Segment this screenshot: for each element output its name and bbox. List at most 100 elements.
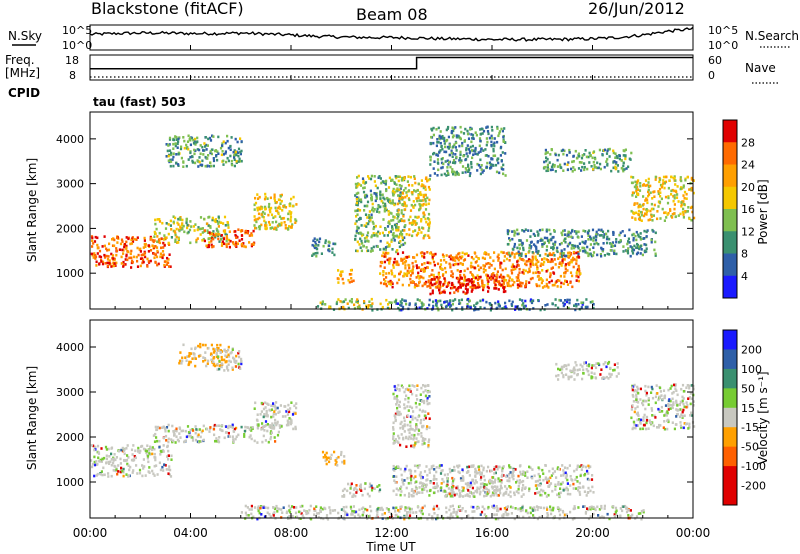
heatmap-cell	[582, 249, 585, 253]
heatmap-cell	[517, 491, 520, 495]
heatmap-cell	[580, 161, 583, 164]
heatmap-cell	[528, 260, 531, 263]
heatmap-cell	[409, 390, 412, 393]
heatmap-cell	[510, 265, 513, 269]
heatmap-cell	[440, 267, 443, 271]
heatmap-cell	[409, 405, 412, 408]
heatmap-cell	[428, 390, 431, 394]
heatmap-cell	[424, 193, 427, 197]
heatmap-cell	[217, 347, 220, 350]
heatmap-cell	[355, 198, 358, 201]
heatmap-cell	[588, 252, 591, 256]
heatmap-cell	[493, 287, 496, 290]
heatmap-cell	[224, 354, 227, 357]
heatmap-cell	[181, 356, 184, 360]
heatmap-cell	[539, 239, 542, 242]
heatmap-cell	[177, 137, 180, 141]
heatmap-cell	[350, 280, 353, 283]
heatmap-cell	[168, 253, 171, 256]
heatmap-cell	[170, 454, 173, 458]
heatmap-cell	[228, 359, 231, 363]
heatmap-cell	[436, 161, 439, 164]
heatmap-cell	[554, 483, 557, 487]
heatmap-cell	[446, 169, 449, 173]
heatmap-cell	[556, 279, 559, 282]
heatmap-cell	[425, 220, 428, 224]
heatmap-cell	[414, 181, 417, 185]
heatmap-cell	[515, 252, 518, 255]
heatmap-cell	[347, 306, 350, 310]
heatmap-cell	[632, 232, 635, 236]
heatmap-cell	[679, 212, 682, 216]
colorbar-swatch	[723, 120, 737, 143]
heatmap-cell	[481, 284, 484, 288]
heatmap-cell	[554, 304, 557, 307]
heatmap-cell	[399, 412, 402, 416]
heatmap-cell	[401, 425, 404, 428]
heatmap-cell	[606, 149, 609, 153]
heatmap-cell	[546, 254, 549, 257]
heatmap-cell	[478, 277, 481, 280]
heatmap-cell	[652, 424, 655, 428]
heatmap-cell	[612, 244, 615, 248]
heatmap-cell	[91, 465, 94, 469]
heatmap-cell	[424, 485, 428, 489]
heatmap-cell	[568, 464, 571, 467]
heatmap-cell	[493, 485, 497, 488]
heatmap-cell	[183, 139, 186, 143]
heatmap-cell	[388, 271, 391, 275]
heatmap-cell	[269, 437, 272, 441]
heatmap-cell	[93, 448, 96, 452]
heatmap-cell	[504, 485, 507, 488]
heatmap-cell	[370, 247, 373, 250]
heatmap-cell	[582, 464, 585, 468]
heatmap-cell	[632, 238, 635, 242]
heatmap-cell	[401, 386, 404, 389]
heatmap-cell	[380, 181, 383, 185]
heatmap-cell	[168, 138, 172, 141]
heatmap-cell	[120, 255, 123, 259]
heatmap-cell	[364, 213, 368, 216]
heatmap-cell	[125, 447, 128, 450]
heatmap-cell	[630, 181, 634, 185]
heatmap-cell	[226, 156, 229, 160]
heatmap-cell	[675, 389, 678, 392]
heatmap-cell	[506, 243, 509, 246]
heatmap-cell	[399, 187, 402, 191]
heatmap-cell	[395, 234, 398, 238]
heatmap-cell	[407, 400, 410, 404]
heatmap-cell	[576, 465, 579, 469]
heatmap-cell	[165, 236, 168, 239]
heatmap-cell	[675, 196, 679, 199]
heatmap-cell	[529, 235, 532, 238]
heatmap-cell	[101, 457, 104, 461]
heatmap-cell	[511, 251, 514, 255]
heatmap-cell	[451, 302, 454, 306]
heatmap-cell	[505, 307, 508, 310]
heatmap-cell	[329, 306, 332, 310]
heatmap-cell	[175, 161, 178, 165]
heatmap-cell	[670, 384, 673, 388]
heatmap-cell	[543, 257, 546, 260]
heatmap-cell	[417, 226, 421, 229]
heatmap-cell	[431, 256, 434, 259]
heatmap-cell	[253, 203, 256, 207]
heatmap-cell	[640, 248, 643, 251]
heatmap-cell	[637, 205, 640, 208]
heatmap-cell	[481, 298, 485, 302]
heatmap-cell	[383, 234, 386, 237]
heatmap-cell	[422, 276, 425, 280]
heatmap-cell	[575, 259, 578, 262]
heatmap-cell	[557, 257, 560, 260]
heatmap-cell	[535, 247, 538, 251]
heatmap-cell	[453, 127, 456, 130]
heatmap-cell	[194, 438, 198, 442]
heatmap-cell	[412, 230, 415, 233]
heatmap-cell	[243, 435, 246, 438]
heatmap-cell	[162, 444, 165, 447]
heatmap-cell	[393, 257, 396, 261]
heatmap-cell	[350, 298, 353, 301]
heatmap-cell	[603, 148, 607, 152]
heatmap-cell	[494, 163, 498, 167]
heatmap-cell	[394, 412, 397, 416]
